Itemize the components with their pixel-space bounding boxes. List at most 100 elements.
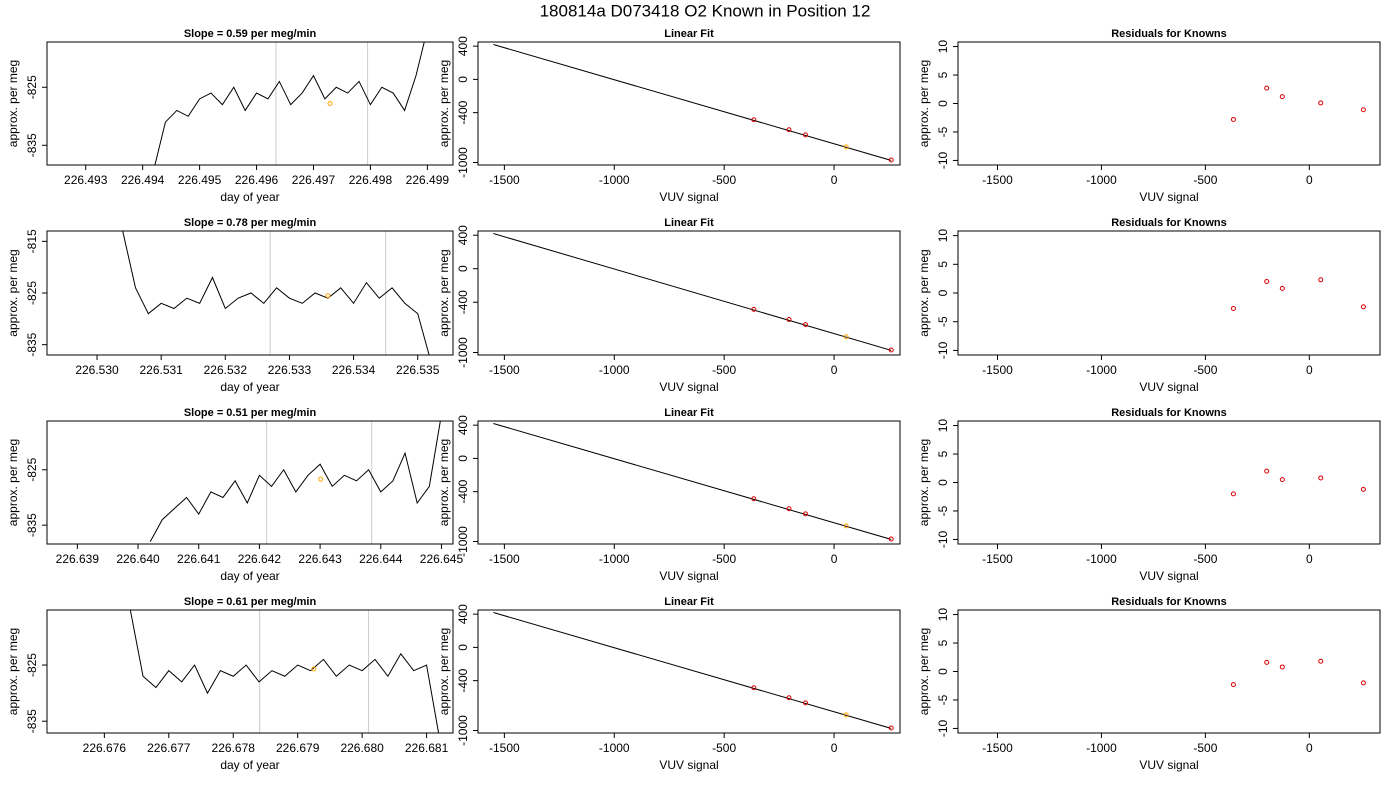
y-axis-label: approx. per meg [437, 628, 451, 715]
x-tick-label: -1500 [489, 552, 520, 566]
signal-line [129, 610, 440, 733]
x-axis-label: day of year [220, 190, 279, 204]
x-tick-label: 226.681 [405, 741, 449, 755]
x-tick-label: -1000 [599, 552, 630, 566]
y-tick-label: 10 [936, 40, 950, 54]
plot-area [1230, 658, 1366, 688]
x-axis-label: day of year [220, 569, 279, 583]
y-tick-label: -1000 [456, 526, 470, 557]
x-axis-label: VUV signal [659, 190, 718, 204]
sample-point [318, 476, 324, 482]
panel-title: Residuals for Knowns [1111, 28, 1227, 40]
x-tick-label: -1000 [1086, 741, 1117, 755]
plot-area [1230, 85, 1366, 122]
x-tick-label: 0 [831, 363, 838, 377]
y-axis-label: approx. per meg [6, 60, 20, 147]
y-tick-label: -825 [25, 457, 39, 481]
x-tick-label: -500 [1193, 741, 1217, 755]
x-tick-label: 0 [1306, 552, 1313, 566]
y-tick-label: -825 [25, 75, 39, 99]
x-tick-label: 226.680 [340, 741, 384, 755]
point [786, 316, 792, 322]
y-tick-label: 400 [456, 225, 470, 245]
x-tick-label: 0 [1306, 741, 1313, 755]
x-tick-label: 226.499 [406, 173, 450, 187]
x-tick-label: 226.535 [396, 363, 440, 377]
y-axis-label: approx. per meg [6, 439, 20, 526]
plot-frame [477, 609, 901, 734]
plot-frame [957, 41, 1381, 166]
x-tick-label: 226.640 [116, 552, 160, 566]
y-tick-label: -825 [25, 653, 39, 677]
fit-line [493, 44, 892, 161]
y-tick-label: -835 [25, 513, 39, 537]
y-tick-label: -1000 [456, 715, 470, 746]
x-tick-label: -1500 [489, 173, 520, 187]
x-tick-label: -1500 [489, 741, 520, 755]
x-tick-label: 226.531 [139, 363, 183, 377]
panel-title: Residuals for Knowns [1111, 407, 1227, 419]
panel-title: Slope = 0.51 per meg/min [184, 407, 317, 419]
point [1318, 475, 1324, 481]
y-tick-label: -5 [936, 505, 950, 516]
panel-title: Linear Fit [664, 596, 714, 608]
panel-title: Slope = 0.61 per meg/min [184, 596, 317, 608]
plot-frame [46, 230, 454, 356]
sample-point [327, 101, 333, 106]
x-tick-label: 226.679 [276, 741, 320, 755]
point [1279, 285, 1285, 291]
x-tick-label: -1000 [599, 741, 630, 755]
y-tick-label: 0 [936, 289, 950, 296]
y-tick-label: 0 [456, 644, 470, 651]
y-tick-label: -10 [936, 530, 950, 548]
x-axis-label: VUV signal [659, 380, 718, 394]
x-tick-label: -500 [712, 363, 736, 377]
x-tick-label: 226.534 [332, 363, 376, 377]
y-axis-label: approx. per meg [6, 249, 20, 336]
x-tick-label: 0 [1306, 363, 1313, 377]
x-tick-label: -1000 [1086, 363, 1117, 377]
sample-point [325, 293, 331, 299]
y-axis-label: approx. per meg [917, 628, 931, 715]
x-tick-label: -1000 [1086, 173, 1117, 187]
y-tick-label: 0 [936, 479, 950, 486]
point [1318, 658, 1324, 664]
panel-title: Slope = 0.59 per meg/min [184, 28, 317, 40]
plot-frame [477, 41, 901, 166]
plot-area [149, 421, 441, 544]
x-tick-label: 226.677 [147, 741, 191, 755]
x-axis-label: VUV signal [1139, 758, 1198, 772]
x-tick-label: 226.676 [83, 741, 127, 755]
x-axis-label: VUV signal [1139, 569, 1198, 583]
y-axis-label: approx. per meg [437, 439, 451, 526]
point [1360, 304, 1366, 310]
panel-title: Residuals for Knowns [1111, 217, 1227, 229]
x-tick-label: 0 [831, 741, 838, 755]
y-tick-label: 400 [456, 415, 470, 435]
x-tick-label: -1000 [1086, 552, 1117, 566]
y-tick-label: -400 [456, 668, 470, 692]
y-tick-label: 5 [936, 71, 950, 78]
plot-area [493, 423, 894, 542]
point [1279, 664, 1285, 670]
y-tick-label: 400 [456, 604, 470, 624]
x-tick-label: 226.494 [121, 173, 165, 187]
y-tick-label: -10 [936, 341, 950, 359]
x-tick-label: 226.643 [298, 552, 342, 566]
x-tick-label: -1500 [982, 173, 1013, 187]
plot-frame [46, 420, 454, 545]
panel-title: Linear Fit [664, 28, 714, 40]
panel-title: Linear Fit [664, 407, 714, 419]
plot-area [493, 44, 894, 163]
x-tick-label: 226.642 [238, 552, 282, 566]
y-tick-label: -400 [456, 479, 470, 503]
x-tick-label: 226.645 [420, 552, 464, 566]
point [843, 144, 849, 150]
y-tick-label: -835 [25, 709, 39, 733]
point [751, 306, 757, 312]
plot-frame [46, 609, 454, 734]
x-tick-label: -500 [712, 741, 736, 755]
plot-area [122, 231, 430, 355]
x-tick-label: -500 [1193, 173, 1217, 187]
